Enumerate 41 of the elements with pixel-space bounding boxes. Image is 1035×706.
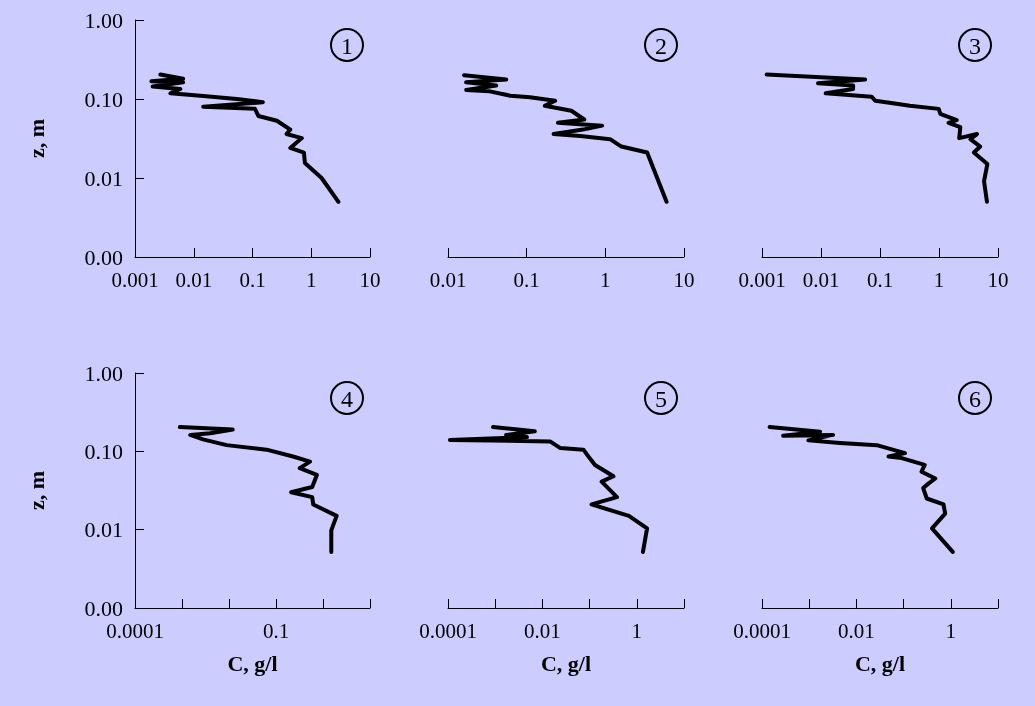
x-tick-label: 10 [359, 267, 381, 292]
x-tick-label: 0.01 [524, 618, 561, 643]
y-tick-label: 1.00 [84, 7, 123, 33]
x-tick-label: 0.001 [738, 267, 786, 292]
y-tick-label: 0.01 [84, 165, 123, 191]
x-tick-label: 1 [600, 267, 611, 292]
x-tick-label: 0.1 [866, 267, 894, 292]
annotation: 4 [341, 386, 353, 412]
x-tick-label: 0.01 [838, 618, 875, 643]
x-tick-label: 1 [933, 267, 945, 292]
annotation: 1 [341, 33, 353, 59]
x-tick-label: 10 [673, 267, 695, 292]
x-tick-label: 10 [987, 267, 1009, 292]
x-tick-label: 0.01 [802, 267, 840, 292]
x-tick-label: 0.01 [429, 267, 467, 292]
x-tick-label: 1 [945, 618, 957, 643]
x-tick-label: 0.001 [111, 267, 159, 292]
y-axis-title: z, m [23, 470, 49, 511]
x-axis-title: C, g/l [227, 650, 278, 676]
x-tick-label: 0.01 [175, 267, 213, 292]
x-tick-label: 1 [631, 618, 643, 643]
y-axis-title: z, m [23, 118, 49, 159]
y-tick-label: 1.00 [84, 360, 123, 386]
y-tick-label: 0.01 [84, 517, 123, 543]
x-tick-label: 0.1 [239, 267, 266, 292]
x-tick-label: 0.1 [262, 618, 290, 643]
x-tick-label: 0.0001 [733, 618, 791, 643]
y-tick-label: 0.10 [84, 438, 123, 464]
x-tick-label: 1 [306, 267, 317, 292]
x-tick-label: 0.0001 [106, 618, 164, 643]
annotation: 2 [655, 33, 667, 59]
annotation: 5 [655, 386, 667, 412]
x-axis-title: C, g/l [540, 650, 592, 676]
x-tick-label: 0.0001 [419, 618, 477, 643]
x-axis-title: C, g/l [854, 650, 906, 676]
annotation: 3 [969, 33, 981, 59]
y-tick-label: 0.10 [84, 86, 123, 112]
x-tick-label: 0.1 [513, 267, 540, 292]
y-tick-label: 0.00 [84, 244, 123, 270]
y-tick-label: 0.00 [84, 595, 123, 621]
annotation: 6 [969, 386, 981, 412]
